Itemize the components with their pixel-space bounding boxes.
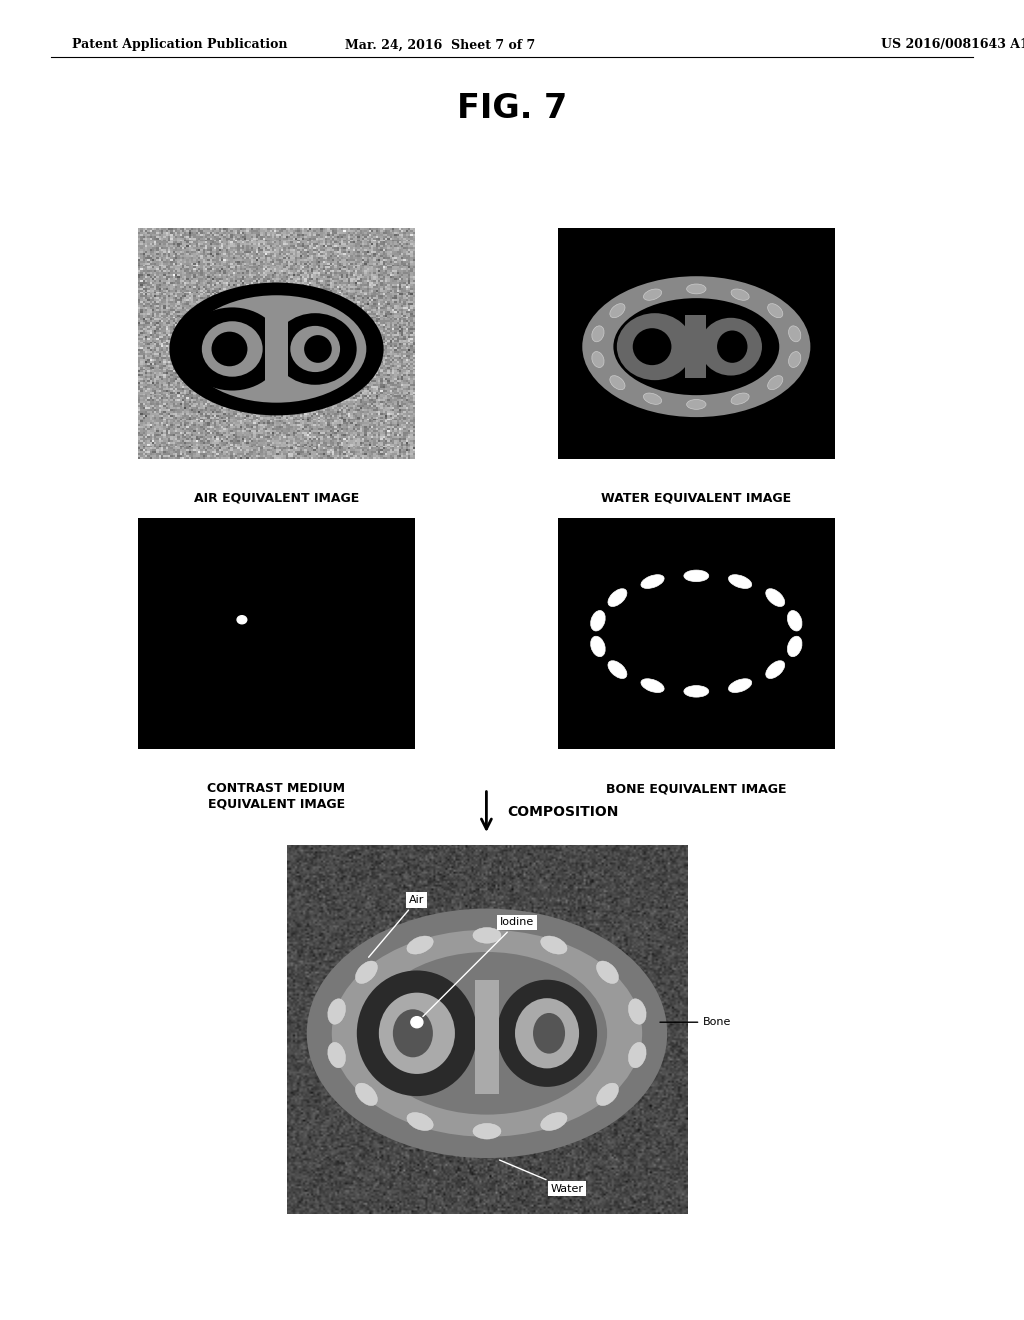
Ellipse shape — [356, 970, 477, 1096]
Ellipse shape — [608, 661, 627, 678]
Ellipse shape — [766, 661, 784, 678]
Text: Mar. 24, 2016  Sheet 7 of 7: Mar. 24, 2016 Sheet 7 of 7 — [345, 38, 536, 51]
Text: Iodine: Iodine — [423, 917, 535, 1016]
Ellipse shape — [355, 1084, 378, 1106]
Ellipse shape — [768, 304, 782, 318]
Text: BONE EQUIVALENT IMAGE: BONE EQUIVALENT IMAGE — [606, 781, 786, 795]
Ellipse shape — [304, 335, 332, 363]
Ellipse shape — [473, 928, 501, 944]
Ellipse shape — [731, 393, 750, 404]
Text: Patent Application Publication: Patent Application Publication — [72, 38, 287, 51]
Ellipse shape — [212, 331, 248, 367]
Ellipse shape — [687, 284, 706, 294]
Ellipse shape — [616, 313, 693, 380]
Ellipse shape — [787, 611, 802, 631]
Ellipse shape — [768, 376, 782, 389]
Text: COMPOSITION: COMPOSITION — [507, 805, 618, 818]
Bar — [265, 312, 288, 387]
Ellipse shape — [328, 999, 345, 1024]
Ellipse shape — [717, 330, 748, 363]
Ellipse shape — [591, 611, 605, 631]
Ellipse shape — [307, 908, 668, 1158]
Ellipse shape — [597, 961, 618, 983]
Ellipse shape — [788, 351, 801, 367]
Bar — [685, 315, 706, 378]
Ellipse shape — [629, 1043, 646, 1068]
Ellipse shape — [597, 1084, 618, 1106]
Ellipse shape — [592, 351, 604, 367]
Text: FIG. 7: FIG. 7 — [457, 92, 567, 125]
Ellipse shape — [407, 1113, 433, 1130]
Ellipse shape — [633, 329, 672, 366]
Ellipse shape — [328, 1043, 345, 1068]
Ellipse shape — [684, 685, 709, 697]
Ellipse shape — [583, 276, 810, 417]
Ellipse shape — [766, 589, 784, 606]
Ellipse shape — [643, 289, 662, 300]
Ellipse shape — [238, 615, 247, 624]
Ellipse shape — [787, 636, 802, 656]
Ellipse shape — [473, 1123, 501, 1139]
Ellipse shape — [541, 936, 567, 954]
Ellipse shape — [541, 1113, 567, 1130]
Ellipse shape — [610, 304, 625, 318]
Ellipse shape — [367, 952, 607, 1114]
Ellipse shape — [393, 1010, 433, 1057]
Ellipse shape — [182, 308, 282, 391]
Text: US 2016/0081643 A1: US 2016/0081643 A1 — [881, 38, 1024, 51]
Ellipse shape — [641, 678, 665, 693]
Ellipse shape — [610, 376, 625, 389]
Text: Bone: Bone — [659, 1018, 731, 1027]
Ellipse shape — [332, 929, 642, 1137]
Bar — [475, 979, 499, 1094]
Ellipse shape — [515, 998, 580, 1068]
Ellipse shape — [684, 570, 709, 582]
Ellipse shape — [273, 313, 356, 385]
Text: CONTRAST MEDIUM
EQUIVALENT IMAGE: CONTRAST MEDIUM EQUIVALENT IMAGE — [208, 781, 345, 810]
Ellipse shape — [699, 318, 762, 376]
Ellipse shape — [788, 326, 801, 342]
Ellipse shape — [169, 282, 384, 416]
Ellipse shape — [592, 326, 604, 342]
Ellipse shape — [497, 979, 597, 1086]
Ellipse shape — [629, 999, 646, 1024]
Ellipse shape — [643, 393, 662, 404]
Ellipse shape — [687, 400, 706, 409]
Ellipse shape — [641, 574, 665, 589]
Ellipse shape — [407, 936, 433, 954]
Text: Water: Water — [500, 1160, 584, 1193]
Text: WATER EQUIVALENT IMAGE: WATER EQUIVALENT IMAGE — [601, 492, 792, 504]
Text: Air: Air — [369, 895, 425, 957]
Ellipse shape — [728, 678, 752, 693]
Ellipse shape — [291, 326, 340, 372]
Ellipse shape — [534, 1012, 565, 1053]
Ellipse shape — [379, 993, 455, 1074]
Ellipse shape — [186, 296, 367, 403]
Ellipse shape — [355, 961, 378, 983]
Ellipse shape — [608, 589, 627, 606]
Text: AIR EQUIVALENT IMAGE: AIR EQUIVALENT IMAGE — [194, 492, 359, 504]
Ellipse shape — [613, 298, 779, 395]
Ellipse shape — [591, 636, 605, 656]
Ellipse shape — [202, 321, 262, 376]
Ellipse shape — [731, 289, 750, 300]
Ellipse shape — [728, 574, 752, 589]
Ellipse shape — [411, 1016, 423, 1028]
